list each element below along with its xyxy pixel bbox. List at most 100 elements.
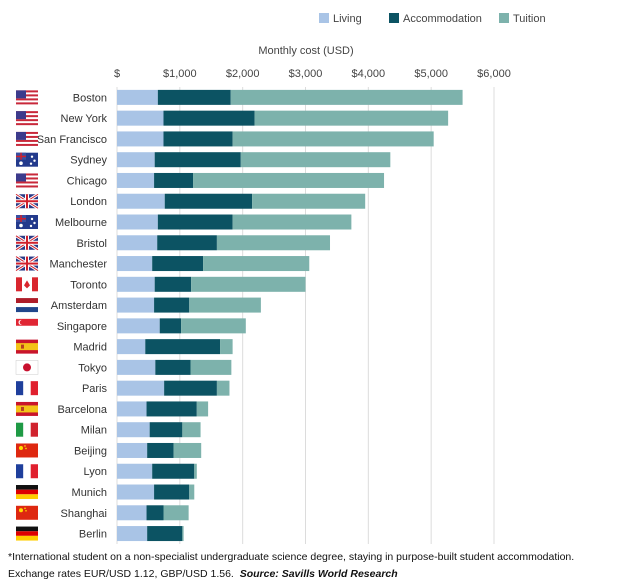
bar-accommodation-beijing [147,442,174,458]
flag-part [19,508,23,513]
flag-part [20,152,22,160]
flag-icon-de [16,485,38,500]
bar-living-boston [117,89,158,105]
bar-tuition-barcelona [196,401,209,417]
flag-part [16,343,38,351]
flag-part [24,507,26,510]
bar-tuition-paris [216,380,230,396]
bar-living-sydney [117,152,155,168]
flag-part [16,307,38,313]
flag-part [21,344,24,349]
footnote-source: Source: Savills World Research [239,568,398,580]
bar-living-london [117,193,165,209]
flag-part [16,139,38,142]
flag-part [16,422,24,437]
flag-part [25,509,27,512]
bar-tuition-milan [182,422,201,438]
flag-part [26,256,28,271]
bar-living-chicago [117,172,155,188]
category-label-boston: Boston [73,92,107,104]
legend-swatch-living [319,13,329,23]
bar-living-amsterdam [117,297,155,313]
bar-tuition-san-francisco [232,131,434,147]
flag-part [16,98,38,101]
flag-part [15,360,39,375]
x-axis-ticks: $ $1,000 $2,000 $3,000 $4,000 $5,000 $6,000 [114,68,511,80]
category-label-singapore: Singapore [57,321,107,333]
bar-accommodation-toronto [154,276,192,292]
flag-icon-uk [15,192,39,210]
flag-part [24,445,26,447]
flag-part [16,143,38,146]
bar-accommodation-shanghai [146,505,164,521]
bar-accommodation-barcelona [146,401,197,417]
country-flags [15,90,39,541]
bar-tuition-amsterdam [189,297,261,313]
x-tick-label: $1,000 [163,68,197,80]
category-label-sydney: Sydney [70,155,107,167]
x-tick-label: $2,000 [226,68,260,80]
legend-swatch-accommodation [389,13,399,23]
bar-living-berlin [117,526,148,542]
bar-living-new-york [117,110,164,126]
bar-living-beijing [117,442,148,458]
chart-legend: Living Accommodation Tuition [319,13,546,25]
bar-tuition-manchester [203,256,310,272]
flag-part [26,235,28,250]
category-label-beijing: Beijing [74,445,107,457]
category-label-tokyo: Tokyo [78,362,107,374]
flag-part [25,447,27,450]
stacked-bar-chart: Living Accommodation Tuition Monthly cost … [15,13,546,544]
bar-living-melbourne [117,214,158,230]
flag-part [16,94,38,97]
flag-part [19,223,23,228]
flag-icon-us [16,131,38,146]
x-axis-label: Monthly cost (USD) [258,45,353,57]
category-label-munich: Munich [72,487,107,499]
bar-tuition-new-york [254,110,449,126]
flag-part [24,280,30,289]
bar-living-paris [117,380,165,396]
category-label-toronto: Toronto [70,279,107,291]
bar-accommodation-new-york [163,110,255,126]
bar-living-singapore [117,318,160,334]
bar-accommodation-melbourne [157,214,233,230]
flag-part [16,173,26,182]
flag-icon-it [16,422,38,437]
bar-tuition-beijing [173,442,202,458]
flag-part [29,162,33,165]
category-label-lyon: Lyon [84,466,107,478]
category-label-paris: Paris [82,383,108,395]
flag-part [30,217,34,221]
bar-accommodation-madrid [145,339,221,355]
flag-part [26,194,28,209]
bar-living-lyon [117,463,153,479]
x-tick-label: $3,000 [289,68,323,80]
bars [117,89,463,542]
flag-icon-us [16,111,38,126]
flag-icon-sg [16,318,38,333]
category-label-london: London [70,196,107,208]
flag-part [16,318,38,326]
flag-part [16,526,38,532]
category-label-bristol: Bristol [76,238,107,250]
category-label-amsterdam: Amsterdam [51,300,107,312]
flag-part [29,224,33,228]
flag-part [16,90,38,93]
flag-part [16,325,38,333]
bar-living-tokyo [117,359,156,375]
legend-swatch-tuition [499,13,509,23]
category-label-chicago: Chicago [67,175,107,187]
x-tick-label: $4,000 [352,68,386,80]
bar-living-san-francisco [117,131,164,147]
flag-part [16,177,38,180]
category-labels: Boston New York San Francisco Sydney Chicago… [37,92,108,540]
bar-tuition-lyon [194,463,197,479]
bar-tuition-singapore [181,318,246,334]
flag-part [23,363,31,372]
flag-part [16,131,26,140]
flag-part [16,119,38,122]
bar-accommodation-san-francisco [163,131,233,147]
bar-accommodation-berlin [147,526,183,542]
flag-part [16,111,38,114]
